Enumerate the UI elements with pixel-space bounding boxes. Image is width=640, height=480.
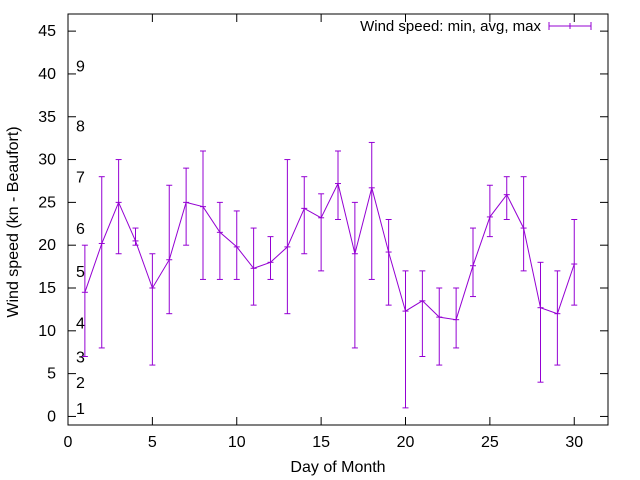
legend-label: Wind speed: min, avg, max	[360, 18, 541, 35]
x-tick-label: 20	[397, 434, 415, 451]
y-tick-label: 25	[38, 194, 56, 211]
x-tick-label: 30	[565, 434, 583, 451]
beaufort-label: 8	[76, 118, 85, 135]
y-tick-label: 30	[38, 152, 56, 169]
x-axis-label: Day of Month	[290, 459, 385, 476]
y-tick-label: 5	[47, 366, 56, 383]
y-tick-label: 40	[38, 66, 56, 83]
series-wind-speed	[81, 141, 578, 409]
x-tick-label: 25	[481, 434, 499, 451]
series-line	[84, 182, 575, 321]
y-tick-label: 35	[38, 109, 56, 126]
y-tick-label: 45	[38, 23, 56, 40]
legend: Wind speed: min, avg, max	[360, 18, 592, 35]
y-tick-label: 20	[38, 237, 56, 254]
x-tick-label: 10	[228, 434, 246, 451]
beaufort-label: 1	[76, 401, 85, 418]
beaufort-label: 3	[76, 350, 85, 367]
plot-frame	[67, 13, 609, 426]
y-tick-label: 10	[38, 323, 56, 340]
beaufort-labels: 1 2 3 4 5 6 7 8 9	[76, 58, 85, 418]
x-tick-label: 15	[312, 434, 330, 451]
x-axis: 0 5 10 15 20 25 30	[64, 14, 583, 451]
beaufort-label: 4	[76, 315, 85, 332]
beaufort-label: 5	[76, 264, 85, 281]
beaufort-label: 7	[76, 170, 85, 187]
beaufort-label: 9	[76, 58, 85, 75]
x-tick-label: 5	[148, 434, 157, 451]
beaufort-label: 2	[76, 375, 85, 392]
y-tick-label: 0	[47, 408, 56, 425]
beaufort-label: 6	[76, 221, 85, 238]
y-tick-label: 15	[38, 280, 56, 297]
x-tick-label: 0	[64, 434, 73, 451]
y-axis-label: Wind speed (kn - Beaufort)	[5, 126, 22, 317]
